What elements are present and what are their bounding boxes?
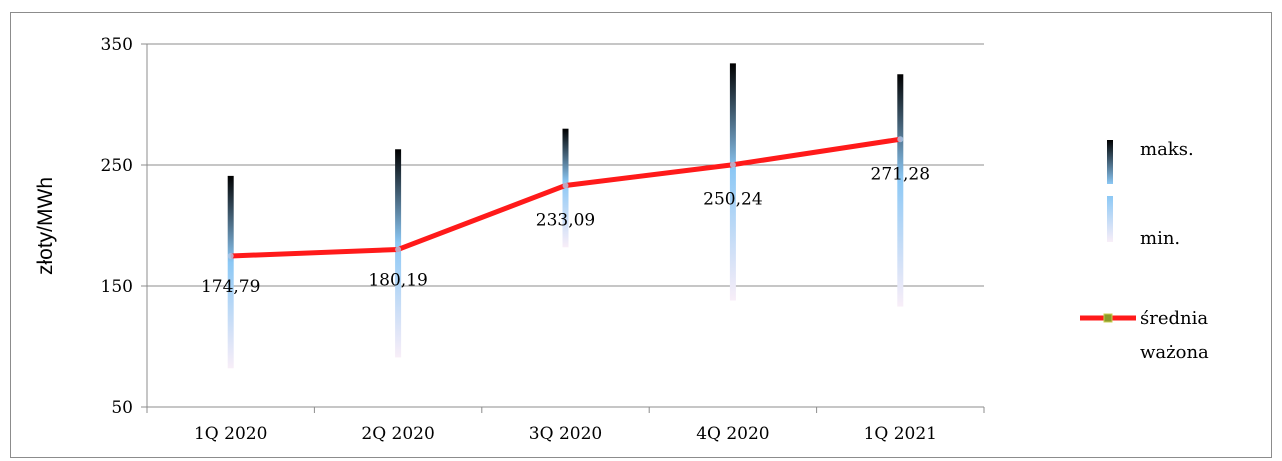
average-point xyxy=(897,136,904,143)
legend-avg-marker xyxy=(1103,313,1113,323)
range-bar xyxy=(729,63,736,301)
y-tick-label: 250 xyxy=(101,156,133,176)
axes: 50 150 250 350 1Q 2020 2Q 2020 3Q 2020 4Q 2020 1… xyxy=(101,35,985,444)
average-line-group xyxy=(227,136,904,260)
legend-avg-label-line2: ważona xyxy=(1140,342,1209,363)
legend-max-swatch xyxy=(1107,140,1113,184)
range-bar xyxy=(395,149,402,358)
data-label: 180,19 xyxy=(368,270,427,290)
average-point xyxy=(562,182,569,189)
y-tick-label: 50 xyxy=(111,398,133,418)
legend-min-label: min. xyxy=(1140,228,1180,249)
y-tick-label: 150 xyxy=(101,277,133,297)
legend-min-swatch xyxy=(1107,196,1113,242)
y-axis-title: złoty/MWh xyxy=(34,177,57,275)
average-point xyxy=(395,246,402,253)
legend-avg-label-line1: średnia xyxy=(1140,308,1208,329)
x-tick-label: 1Q 2020 xyxy=(194,424,267,444)
x-tick-label: 4Q 2020 xyxy=(696,424,769,444)
data-label: 271,28 xyxy=(871,164,930,184)
range-bar xyxy=(227,175,234,369)
x-tick-label: 2Q 2020 xyxy=(361,424,434,444)
x-tick-label: 3Q 2020 xyxy=(529,424,602,444)
data-label: 174,79 xyxy=(201,277,260,297)
x-tick-label: 1Q 2021 xyxy=(864,424,937,444)
range-bar xyxy=(897,74,904,307)
data-label: 233,09 xyxy=(536,210,595,230)
legend-max-label: maks. xyxy=(1140,139,1194,160)
average-point xyxy=(227,253,234,260)
data-label: 250,24 xyxy=(703,190,762,210)
average-point xyxy=(729,161,736,168)
legend: maks. min. średnia ważona xyxy=(1080,139,1209,363)
chart-frame xyxy=(10,12,1272,458)
data-labels: 174,79 180,19 233,09 250,24 271,28 xyxy=(201,164,930,297)
y-tick-label: 350 xyxy=(101,35,133,55)
